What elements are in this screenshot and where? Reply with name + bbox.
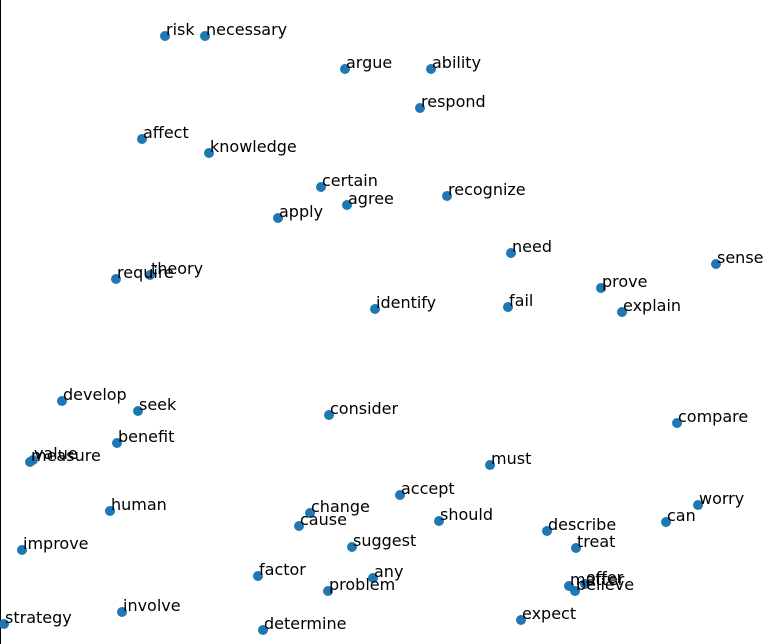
point-label-involve: involve [123, 596, 181, 615]
point-label-fail: fail [509, 291, 533, 310]
point-ability [426, 64, 436, 74]
point-label-require: require [117, 263, 174, 282]
point-sense [711, 259, 721, 269]
point-suggest [347, 542, 357, 552]
point-prove [596, 283, 606, 293]
point-change [305, 508, 315, 518]
point-necessary [200, 31, 210, 41]
point-label-human: human [111, 495, 167, 514]
point-should [434, 516, 444, 526]
point-identify [370, 304, 380, 314]
point-label-improve: improve [23, 534, 89, 553]
point-agree [342, 200, 352, 210]
point-expect [516, 615, 526, 625]
point-label-explain: explain [623, 296, 681, 315]
point-label-factor: factor [259, 560, 306, 579]
point-label-believe: believe [576, 575, 634, 594]
point-label-knowledge: knowledge [210, 137, 297, 156]
point-label-describe: describe [548, 515, 616, 534]
point-label-any: any [374, 562, 403, 581]
point-theory [145, 270, 155, 280]
point-improve [17, 545, 27, 555]
point-involve [117, 607, 127, 617]
point-need [506, 248, 516, 258]
point-believe [570, 586, 580, 596]
point-factor [253, 571, 263, 581]
point-can [661, 517, 671, 527]
point-develop [57, 396, 67, 406]
point-must [485, 460, 495, 470]
point-label-sense: sense [717, 248, 764, 267]
point-label-necessary: necessary [206, 20, 287, 39]
point-label-strategy: strategy [5, 608, 72, 627]
point-describe [542, 526, 552, 536]
point-label-respond: respond [421, 92, 486, 111]
point-recognize [442, 191, 452, 201]
point-label-apply: apply [279, 202, 323, 221]
point-label-matter: matter [570, 570, 625, 589]
point-consider [324, 410, 334, 420]
point-label-treat: treat [577, 532, 615, 551]
point-label-should: should [440, 505, 493, 524]
point-label-need: need [512, 237, 552, 256]
point-respond [415, 103, 425, 113]
point-label-determine: determine [264, 614, 346, 633]
point-label-measure: measure [31, 446, 101, 465]
labels-layer: risk necessary argue ability respond affect kn… [5, 20, 764, 633]
point-label-seek: seek [139, 395, 177, 414]
point-label-expect: expect [522, 604, 576, 623]
point-label-recognize: recognize [448, 180, 526, 199]
point-certain [316, 182, 326, 192]
point-label-accept: accept [401, 479, 455, 498]
point-label-problem: problem [329, 575, 395, 594]
point-affect [137, 134, 147, 144]
point-require [111, 274, 121, 284]
point-offer [580, 579, 590, 589]
point-problem [323, 586, 333, 596]
point-fail [503, 302, 513, 312]
point-label-identify: identify [376, 293, 436, 312]
point-strategy [0, 619, 9, 629]
point-determine [258, 625, 268, 635]
point-measure [25, 457, 35, 467]
point-cause [294, 521, 304, 531]
point-treat [571, 543, 581, 553]
point-label-suggest: suggest [353, 531, 416, 550]
point-compare [672, 418, 682, 428]
point-label-consider: consider [330, 399, 399, 418]
point-label-benefit: benefit [118, 427, 174, 446]
point-label-risk: risk [166, 20, 195, 39]
point-apply [273, 213, 283, 223]
point-label-cause: cause [300, 510, 347, 529]
point-label-develop: develop [63, 385, 127, 404]
point-label-affect: affect [143, 123, 189, 142]
point-label-agree: agree [348, 189, 394, 208]
point-label-change: change [311, 497, 370, 516]
point-explain [617, 307, 627, 317]
point-argue [340, 64, 350, 74]
point-worry [693, 500, 703, 510]
point-label-compare: compare [678, 407, 748, 426]
point-accept [395, 490, 405, 500]
points-layer [0, 31, 721, 635]
point-benefit [112, 438, 122, 448]
point-label-argue: argue [346, 53, 392, 72]
point-label-must: must [491, 449, 531, 468]
point-label-can: can [667, 506, 696, 525]
point-any [368, 573, 378, 583]
point-human [105, 506, 115, 516]
point-label-ability: ability [432, 53, 481, 72]
point-label-certain: certain [322, 171, 378, 190]
point-label-value: value [34, 444, 78, 463]
point-label-prove: prove [602, 272, 647, 291]
point-label-worry: worry [699, 489, 744, 508]
point-label-theory: theory [151, 259, 203, 278]
point-knowledge [204, 148, 214, 158]
point-seek [133, 406, 143, 416]
point-label-offer: offer [586, 568, 624, 587]
point-risk [160, 31, 170, 41]
